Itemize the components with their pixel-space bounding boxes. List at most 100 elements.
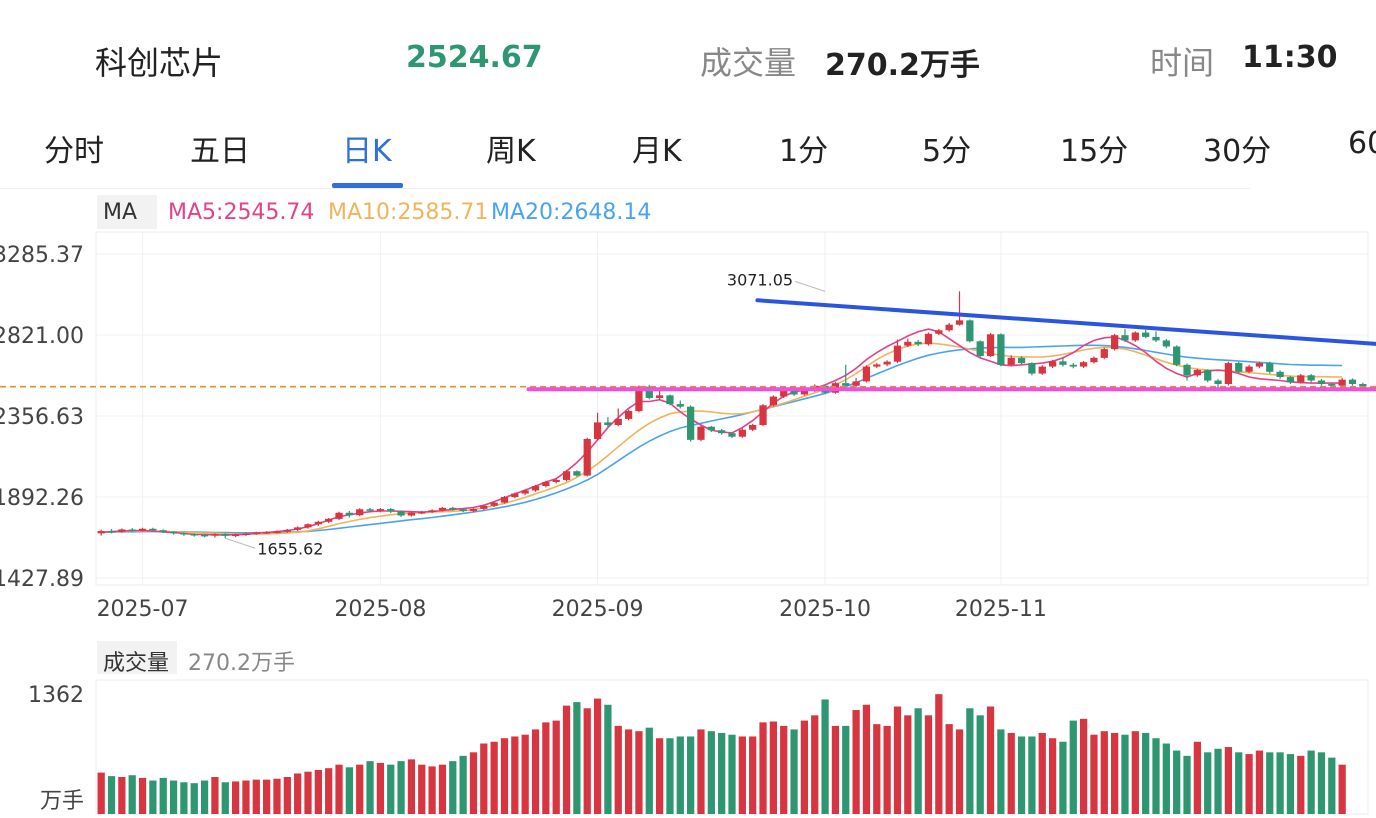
volume-legend-box[interactable] — [97, 641, 177, 674]
volume-bar — [852, 710, 860, 814]
candle-body — [1131, 332, 1139, 341]
candle — [976, 340, 984, 358]
volume-bar — [573, 702, 581, 814]
candle — [469, 507, 478, 513]
candle-body — [1255, 363, 1264, 367]
volume-bar — [190, 783, 198, 814]
tab-60min[interactable]: 60 — [1348, 126, 1376, 161]
tab-daily-k[interactable]: 日K — [342, 134, 392, 169]
candle — [1069, 363, 1077, 369]
candle — [945, 322, 953, 332]
volume-bar — [1255, 750, 1264, 814]
candle-body — [1069, 364, 1077, 367]
candle-body — [552, 479, 560, 483]
candle-body — [1152, 336, 1160, 341]
candle — [480, 504, 488, 510]
volume-bar — [831, 725, 840, 814]
volume-bar — [1028, 736, 1036, 814]
volume-bar — [924, 715, 933, 814]
candle-body — [624, 411, 633, 419]
tab-30min[interactable]: 30分 — [1203, 134, 1272, 169]
candle-body — [687, 406, 695, 440]
volume-bar — [1245, 754, 1253, 814]
volume-bar — [1100, 731, 1108, 814]
date-axis-label: 2025-10 — [779, 597, 871, 622]
ma-legend-box[interactable] — [97, 195, 157, 229]
candle-body — [1266, 363, 1274, 372]
candle — [1348, 378, 1357, 386]
volume-bar — [480, 743, 488, 814]
candle — [914, 340, 922, 346]
candle-body — [842, 383, 850, 386]
candle — [986, 333, 995, 357]
volume-bar — [1266, 752, 1274, 814]
candle-body — [190, 534, 198, 536]
ma5-legend: MA5:2545.74 — [168, 200, 315, 225]
candle — [1079, 360, 1088, 368]
volume-axis-label: 1362 — [28, 683, 84, 708]
candle-body — [873, 364, 881, 367]
candle-body — [1007, 357, 1015, 365]
candle — [1007, 355, 1015, 366]
volume-label: 成交量 — [700, 44, 797, 82]
candle — [345, 510, 353, 518]
volume-bar — [780, 725, 788, 814]
candle — [180, 532, 188, 536]
volume-bar — [811, 715, 819, 814]
candle-body — [1028, 363, 1036, 374]
date-axis-label: 2025-11 — [955, 597, 1047, 622]
tab-1min[interactable]: 1分 — [779, 134, 829, 169]
candle — [1286, 375, 1295, 385]
candle-body — [304, 524, 312, 528]
candle-body — [966, 320, 974, 342]
volume-bar — [1328, 757, 1336, 814]
candle-body — [1204, 370, 1212, 381]
candle-body — [1048, 361, 1057, 367]
candle-body — [986, 334, 995, 357]
candle — [759, 404, 767, 427]
candle-body — [904, 341, 912, 346]
candle-body — [749, 425, 757, 430]
candle — [356, 508, 364, 517]
tab-monthly-k[interactable]: 月K — [632, 134, 682, 169]
candle — [583, 437, 591, 477]
volume-bar — [1121, 734, 1129, 814]
candle-body — [500, 497, 509, 503]
candle — [1142, 329, 1150, 339]
candle — [407, 511, 416, 517]
volume-bar — [759, 722, 767, 814]
candle-body — [1359, 384, 1367, 387]
candle-body — [438, 507, 447, 511]
volume-bar — [604, 704, 612, 814]
candle — [1193, 368, 1201, 377]
volume-bar — [1235, 752, 1243, 814]
candle — [542, 480, 550, 488]
volume-bar — [449, 761, 457, 814]
candle-body — [138, 528, 147, 531]
candle-body — [1276, 371, 1284, 378]
volume-bar — [149, 780, 157, 814]
volume-bar — [252, 779, 260, 814]
tab-15min[interactable]: 15分 — [1060, 134, 1129, 169]
tab-five-day[interactable]: 五日 — [190, 134, 250, 169]
candle-body — [562, 471, 571, 480]
volume-bar — [1017, 736, 1026, 814]
candle-body — [1121, 335, 1129, 341]
candle — [955, 291, 964, 326]
tab-weekly-k[interactable]: 周K — [486, 134, 536, 169]
volume-bar — [1338, 764, 1346, 814]
candle-body — [231, 534, 240, 537]
candle-body — [273, 531, 281, 534]
candle — [1245, 364, 1253, 374]
volume-bar — [1307, 750, 1315, 814]
candle — [304, 523, 312, 529]
candle — [1338, 377, 1346, 388]
ma20-legend: MA20:2648.14 — [491, 200, 652, 225]
tab-intraday[interactable]: 分时 — [44, 134, 104, 169]
candle-body — [666, 395, 674, 405]
volume-bar — [1297, 755, 1305, 814]
candle — [231, 533, 240, 538]
candle-body — [1338, 379, 1346, 386]
tab-5min[interactable]: 5分 — [922, 134, 972, 169]
